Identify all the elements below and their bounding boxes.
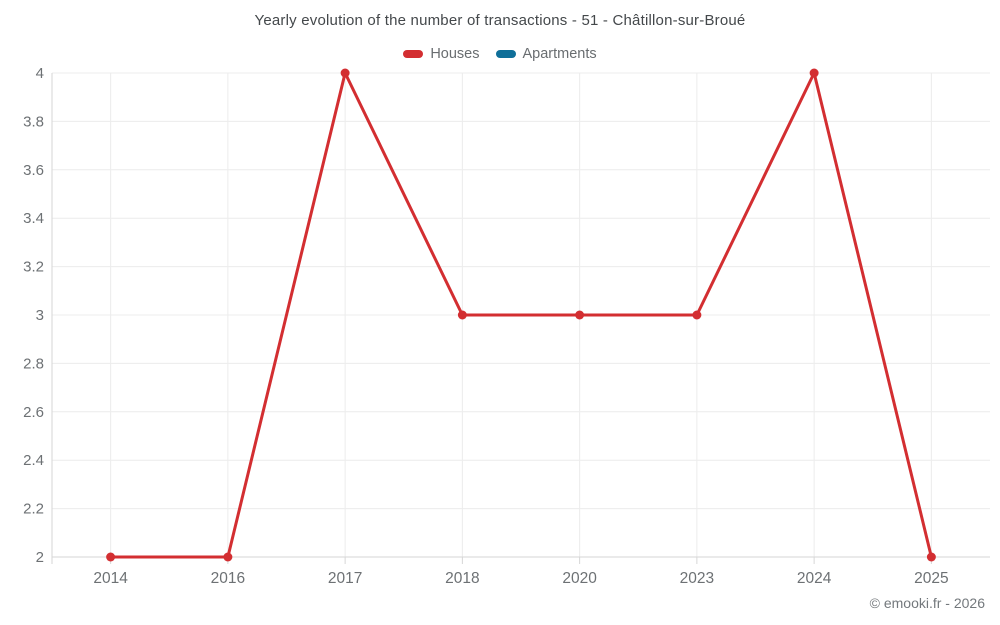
watermark: © emooki.fr - 2026 [869,595,985,611]
x-axis-tick-label: 2020 [562,570,597,587]
y-axis-tick-label: 2.6 [23,404,44,421]
y-axis-tick-label: 3 [36,307,44,324]
legend-label: Apartments [522,46,597,62]
houses-data-point-marker[interactable] [575,310,585,320]
x-axis-tick-label: 2018 [445,570,479,587]
x-axis-tick-label: 2025 [914,570,948,587]
y-axis-tick-label: 2 [36,549,44,566]
houses-series-line [109,71,933,559]
y-axis-tick-label: 3.6 [23,162,44,179]
houses-data-point-marker[interactable] [223,552,233,562]
houses-data-point-marker[interactable] [340,68,350,78]
legend-label: Houses [430,46,480,62]
x-axis-tick-label: 2017 [328,570,362,587]
legend-item-houses[interactable]: Houses [403,46,480,62]
y-axis-tick-label: 2.2 [23,501,44,518]
x-axis-tick-label: 2016 [211,570,245,587]
chart-legend: Houses Apartments [0,46,1000,62]
y-axis-tick-label: 4 [36,65,44,82]
x-axis-tick-label: 2024 [797,570,832,587]
legend-swatch-icon [495,50,516,58]
houses-data-point-marker[interactable] [926,552,936,562]
y-axis-tick-label: 2.4 [23,452,44,469]
y-axis-tick-label: 3.2 [23,259,44,276]
legend-item-apartments[interactable]: Apartments [495,46,597,62]
x-axis-tick-label: 2023 [680,570,714,587]
houses-data-point-marker[interactable] [809,68,819,78]
houses-data-point-marker[interactable] [106,552,116,562]
legend-swatch-icon [403,50,424,58]
houses-data-point-marker[interactable] [457,310,467,320]
chart-title: Yearly evolution of the number of transa… [254,12,746,29]
x-axis-tick-label: 2014 [93,570,128,587]
y-axis-tick-label: 2.8 [23,355,44,372]
y-axis-tick-label: 3.8 [23,113,44,130]
y-axis-tick-label: 3.4 [23,210,44,227]
houses-data-point-marker[interactable] [692,310,702,320]
